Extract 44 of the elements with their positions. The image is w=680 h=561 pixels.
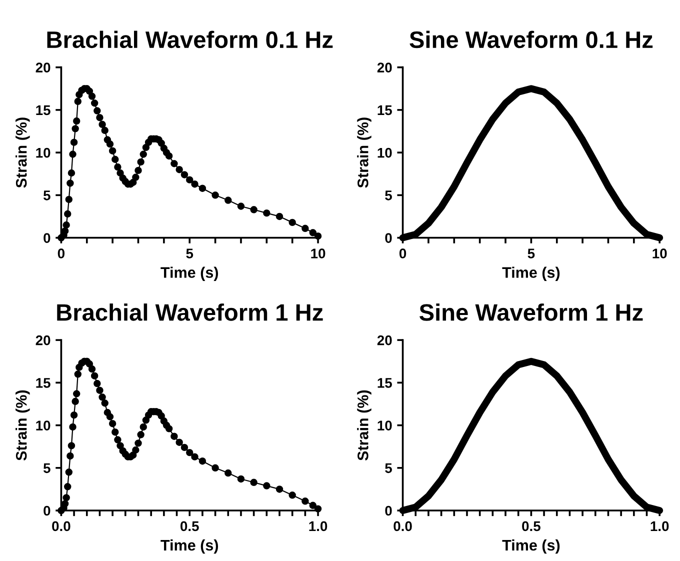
chart-title: Sine Waveform 0.1 Hz xyxy=(410,30,653,48)
y-axis-title: Strain (%) xyxy=(16,390,30,460)
x-tick-label: 0.5 xyxy=(180,521,199,532)
y-tick-label: 0 xyxy=(44,233,50,243)
y-tick-label: 0 xyxy=(385,233,392,243)
y-tick-label: 5 xyxy=(385,190,392,200)
y-axis-title: Strain (%) xyxy=(357,118,372,188)
y-tick-label: 20 xyxy=(377,335,392,346)
chart-title: Brachial Waveform 1 Hz xyxy=(57,303,323,321)
x-tick-label: 1.0 xyxy=(309,521,328,532)
y-tick-label: 10 xyxy=(36,148,50,158)
y-tick-label: 15 xyxy=(36,105,50,116)
chart-title: Brachial Waveform 0.1 Hz xyxy=(47,30,333,48)
x-tick-label: 0 xyxy=(399,248,406,258)
x-axis-title: Time (s) xyxy=(502,266,560,281)
x-tick-label: 5 xyxy=(528,248,535,258)
x-tick-label: 1.0 xyxy=(650,521,669,532)
y-tick-label: 20 xyxy=(377,62,392,72)
x-tick-label: 0.5 xyxy=(522,521,540,532)
x-tick-label: 10 xyxy=(652,248,667,258)
y-tick-label: 5 xyxy=(43,190,50,200)
y-tick-label: 5 xyxy=(385,463,392,474)
x-tick-label: 10 xyxy=(311,248,326,258)
y-tick-label: 20 xyxy=(36,335,50,346)
y-tick-label: 5 xyxy=(43,463,50,474)
y-tick-label: 15 xyxy=(36,378,50,388)
y-axis-title: Strain (%) xyxy=(357,390,372,460)
x-tick-label: 0.0 xyxy=(394,521,412,532)
y-tick-label: 10 xyxy=(378,148,392,158)
x-tick-label: 0 xyxy=(58,248,64,258)
x-tick-label: 5 xyxy=(186,248,194,258)
x-axis-title: Time (s) xyxy=(160,266,218,281)
x-axis-title: Time (s) xyxy=(160,539,218,554)
y-axis-title: Strain (%) xyxy=(16,118,30,188)
y-tick-label: 10 xyxy=(378,420,392,430)
y-tick-label: 0 xyxy=(44,506,50,516)
y-tick-label: 10 xyxy=(36,420,50,430)
x-axis-title: Time (s) xyxy=(502,539,560,554)
x-tick-label: 0.0 xyxy=(52,521,70,532)
y-tick-label: 20 xyxy=(36,62,50,72)
y-tick-label: 15 xyxy=(378,105,392,116)
chart-title: Sine Waveform 1 Hz xyxy=(419,303,643,321)
y-tick-label: 15 xyxy=(378,378,392,388)
y-tick-label: 0 xyxy=(385,506,392,516)
